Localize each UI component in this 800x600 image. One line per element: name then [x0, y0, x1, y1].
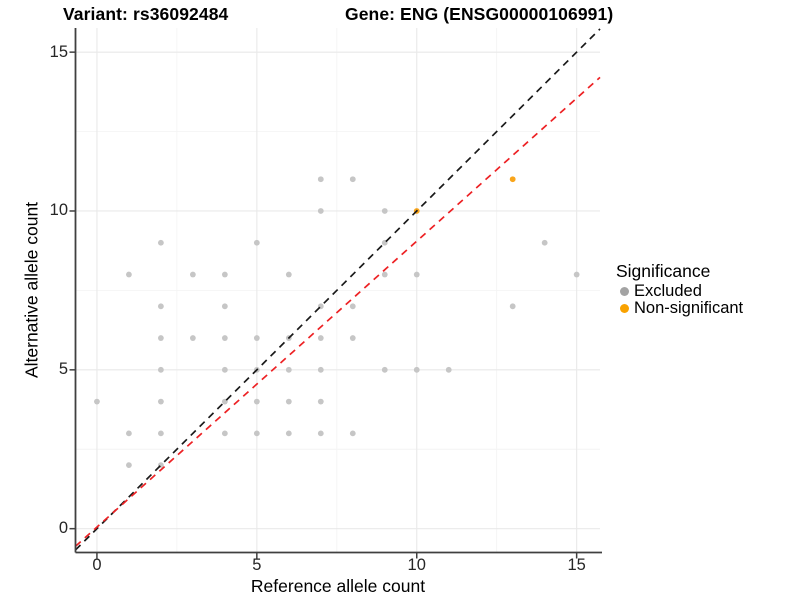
data-point-excluded [381, 271, 388, 278]
data-point-excluded [573, 271, 580, 278]
data-point-non-significant [509, 176, 516, 183]
data-point-excluded [317, 398, 324, 405]
data-point-excluded [189, 271, 196, 278]
data-point-excluded [157, 239, 164, 246]
data-point-excluded [157, 303, 164, 310]
data-point-excluded [413, 271, 420, 278]
data-point-excluded [541, 239, 548, 246]
data-point-excluded [317, 335, 324, 341]
data-point-excluded [126, 462, 132, 469]
y-tick-label: 15 [49, 42, 68, 61]
data-point-excluded [157, 398, 164, 405]
legend-item-label: Non-significant [634, 299, 744, 317]
y-tick-label: 0 [58, 519, 68, 538]
fit-line [74, 76, 601, 547]
data-point-excluded [94, 398, 100, 405]
legend-title: Significance [616, 261, 711, 281]
data-point-excluded [253, 335, 260, 341]
data-point-excluded [126, 271, 132, 278]
data-point-excluded [285, 271, 292, 278]
data-point-excluded [253, 398, 260, 405]
data-point-excluded [317, 176, 324, 183]
data-point-excluded [221, 303, 228, 310]
data-point-excluded [157, 430, 164, 437]
excluded-point-icon [620, 287, 629, 296]
data-point-excluded [221, 335, 228, 341]
data-point-excluded [445, 366, 452, 373]
y-axis-title: Alternative allele count [21, 201, 42, 379]
legend: Significance Excluded Non-significant [616, 261, 744, 318]
data-point-excluded [413, 366, 420, 373]
legend-item-non-significant: Non-significant [616, 299, 744, 317]
data-point-excluded [381, 208, 388, 214]
x-tick-label: 15 [567, 556, 586, 574]
data-point-excluded [126, 430, 132, 437]
gene-title: Gene: ENG (ENSG00000106991) [345, 4, 614, 24]
data-point-excluded [317, 208, 324, 214]
x-tick-label: 10 [407, 556, 426, 574]
y-tick-label: 5 [58, 360, 68, 379]
data-point-excluded [317, 430, 324, 437]
y-tick-label: 10 [49, 201, 68, 220]
data-point-excluded [221, 271, 228, 278]
data-point-excluded [253, 430, 260, 437]
data-point-excluded [221, 366, 228, 373]
data-point-excluded [285, 366, 292, 373]
data-point-excluded [221, 430, 228, 437]
data-point-excluded [285, 430, 292, 437]
legend-item-label: Excluded [634, 282, 702, 300]
x-tick-label: 0 [92, 556, 102, 574]
data-point-excluded [349, 176, 356, 183]
data-point-excluded [349, 303, 356, 310]
data-point-excluded [253, 239, 260, 246]
x-tick-label: 5 [252, 556, 262, 574]
non-significant-point-icon [620, 304, 629, 313]
data-point-excluded [317, 366, 324, 373]
data-point-excluded [285, 398, 292, 405]
data-point-excluded [157, 335, 164, 341]
data-point-excluded [349, 335, 356, 341]
legend-item-excluded: Excluded [616, 282, 743, 300]
variant-title: Variant: rs36092484 [63, 4, 229, 24]
data-point-excluded [381, 366, 388, 373]
data-point-excluded [157, 366, 164, 373]
data-point-excluded [349, 430, 356, 437]
x-axis-title: Reference allele count [250, 576, 426, 596]
data-point-excluded [189, 335, 196, 341]
identity-line [74, 28, 601, 551]
data-point-excluded [509, 303, 516, 310]
